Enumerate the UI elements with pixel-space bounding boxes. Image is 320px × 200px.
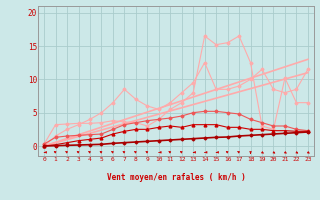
- X-axis label: Vent moyen/en rafales ( km/h ): Vent moyen/en rafales ( km/h ): [107, 174, 245, 182]
